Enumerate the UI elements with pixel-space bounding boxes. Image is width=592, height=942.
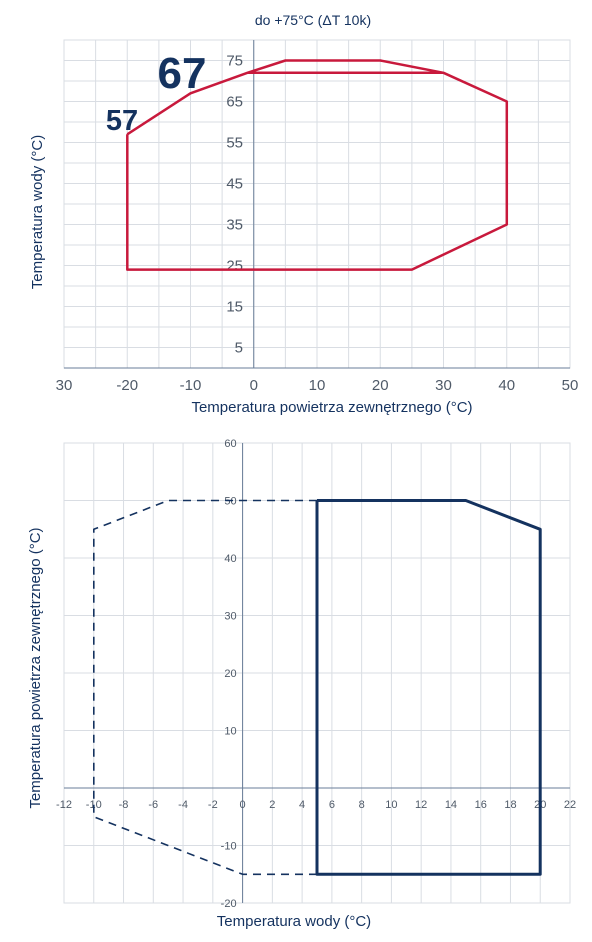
top-chart-grid (63, 39, 571, 369)
top-y-tick-label: 75 (226, 53, 243, 70)
bottom-y-tick-label: -20 (221, 898, 237, 910)
bottom-y-tick-label: 50 (224, 496, 236, 508)
bottom-y-tick-label: 60 (224, 438, 236, 450)
bottom-y-tick-label: 30 (224, 611, 236, 623)
annotation-57: 57 (106, 105, 138, 137)
top-x-tick-label: 50 (562, 377, 579, 394)
top-x-tick-label: -10 (180, 377, 202, 394)
bottom-x-tick-label: 0 (240, 799, 246, 811)
top-chart: 30 -20 -10 0 10 20 30 40 50 5 15 25 35 45 55 65 75 do +7… (29, 12, 578, 416)
top-x-tick-label: 40 (498, 377, 515, 394)
top-chart-y-axis-title: Temperatura wody (°C) (29, 135, 46, 289)
top-x-tick-label: -20 (116, 377, 138, 394)
top-y-tick-label: 65 (226, 94, 243, 111)
bottom-x-tick-label: -12 (56, 799, 72, 811)
bottom-x-tick-label: -4 (178, 799, 188, 811)
bottom-x-tick-label: 6 (329, 799, 335, 811)
bottom-x-tick-label: 4 (299, 799, 305, 811)
top-x-tick-label: 30 (56, 377, 73, 394)
bottom-chart-tick-labels: -12 -10 -8 -6 -4 -2 0 2 4 6 8 10 12 14 16 18 20 22-20-101… (56, 438, 576, 910)
top-y-tick-label: 5 (235, 340, 243, 357)
bottom-x-tick-label: 22 (564, 799, 576, 811)
bottom-x-tick-label: 8 (359, 799, 365, 811)
bottom-chart-y-axis-title: Temperatura powietrza zewnętrznego (°C) (27, 527, 44, 808)
bottom-series-line-2-dashed (93, 499, 317, 876)
top-chart-title: do +75°C (ΔT 10k) (255, 12, 371, 28)
top-y-tick-label: 45 (226, 176, 243, 193)
top-y-tick-label: 25 (226, 258, 243, 275)
bottom-x-tick-label: 2 (269, 799, 275, 811)
top-y-tick-label: 35 (226, 217, 243, 234)
bottom-x-tick-label: -6 (148, 799, 158, 811)
bottom-x-tick-label: -2 (208, 799, 218, 811)
top-chart-axes (64, 40, 570, 369)
top-x-tick-label: 20 (372, 377, 389, 394)
bottom-x-tick-label: 16 (475, 799, 487, 811)
top-x-tick-label: 0 (250, 377, 258, 394)
bottom-x-tick-label: 12 (415, 799, 427, 811)
bottom-series-line-1-solid (315, 499, 542, 876)
bottom-y-tick-label: 20 (224, 668, 236, 680)
top-x-tick-label: 10 (309, 377, 326, 394)
top-y-tick-label: 55 (226, 135, 243, 152)
bottom-y-tick-label: -10 (221, 841, 237, 853)
annotation-67: 67 (158, 49, 207, 98)
top-x-tick-label: 30 (435, 377, 452, 394)
bottom-chart: -12 -10 -8 -6 -4 -2 0 2 4 6 8 10 12 14 16 18 20 22-20-101… (27, 438, 576, 930)
top-y-tick-label: 15 (226, 299, 243, 316)
top-chart-x-axis-title: Temperatura powietrza zewnętrznego (°C) (191, 399, 472, 416)
bottom-x-tick-label: 18 (504, 799, 516, 811)
bottom-chart-x-axis-title: Temperatura wody (°C) (217, 913, 371, 930)
bottom-y-tick-label: 10 (224, 726, 236, 738)
bottom-x-tick-label: 14 (445, 799, 457, 811)
bottom-chart-series (93, 499, 542, 876)
top-chart-series (126, 59, 509, 271)
bottom-y-tick-label: 40 (224, 553, 236, 565)
bottom-x-tick-label: 10 (385, 799, 397, 811)
bottom-x-tick-label: -8 (119, 799, 129, 811)
top-chart-tick-labels: 30 -20 -10 0 10 20 30 40 50 5 15 25 35 45 55 65 75 (56, 53, 579, 395)
